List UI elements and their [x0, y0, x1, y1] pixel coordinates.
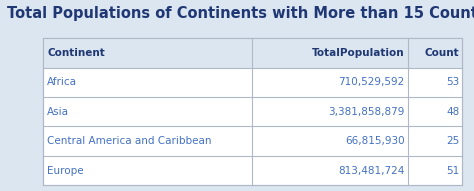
Text: Africa: Africa — [47, 77, 77, 87]
Text: Total Populations of Continents with More than 15 Countries: Total Populations of Continents with Mor… — [7, 6, 474, 21]
Text: Europe: Europe — [47, 166, 84, 176]
Text: 3,381,858,879: 3,381,858,879 — [328, 107, 405, 117]
Text: Continent: Continent — [47, 48, 105, 58]
Text: TotalPopulation: TotalPopulation — [312, 48, 405, 58]
Text: 66,815,930: 66,815,930 — [345, 136, 405, 146]
Text: 25: 25 — [446, 136, 459, 146]
Text: 53: 53 — [446, 77, 459, 87]
Text: 813,481,724: 813,481,724 — [338, 166, 405, 176]
Text: 48: 48 — [446, 107, 459, 117]
Text: Asia: Asia — [47, 107, 69, 117]
Text: Central America and Caribbean: Central America and Caribbean — [47, 136, 212, 146]
Text: 710,529,592: 710,529,592 — [338, 77, 405, 87]
Text: 51: 51 — [446, 166, 459, 176]
Text: Count: Count — [425, 48, 459, 58]
